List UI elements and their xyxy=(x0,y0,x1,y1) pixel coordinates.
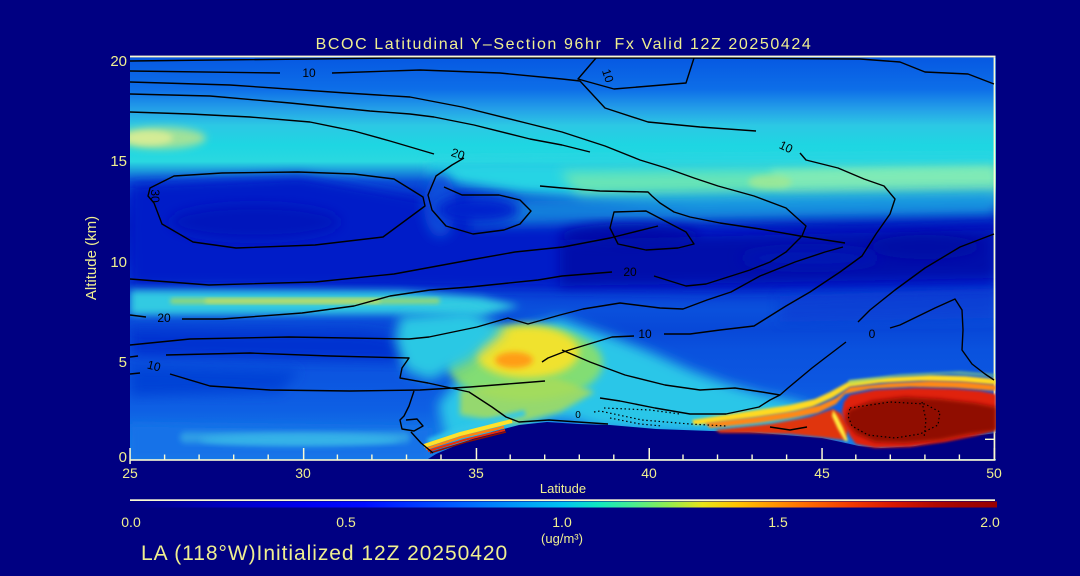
svg-text:Latitude: Latitude xyxy=(540,481,586,496)
svg-text:1.0: 1.0 xyxy=(552,514,572,530)
svg-text:0.5: 0.5 xyxy=(336,514,356,530)
svg-text:(ug/m³): (ug/m³) xyxy=(541,531,583,546)
svg-text:10: 10 xyxy=(146,358,163,375)
svg-text:LA (118°W)Initialized 12Z 2025: LA (118°W)Initialized 12Z 20250420 xyxy=(141,542,508,565)
svg-text:0: 0 xyxy=(869,327,876,341)
svg-text:30: 30 xyxy=(295,465,311,481)
svg-text:20: 20 xyxy=(157,311,171,325)
svg-text:0: 0 xyxy=(575,410,581,421)
svg-text:20: 20 xyxy=(623,265,637,279)
svg-text:0: 0 xyxy=(119,449,127,466)
svg-text:10: 10 xyxy=(777,138,795,156)
svg-text:15: 15 xyxy=(110,153,127,170)
svg-text:10: 10 xyxy=(599,67,617,84)
svg-text:20: 20 xyxy=(110,53,127,70)
svg-text:0.0: 0.0 xyxy=(121,514,141,530)
svg-text:20: 20 xyxy=(449,145,466,163)
svg-text:25: 25 xyxy=(122,465,138,481)
svg-text:50: 50 xyxy=(986,465,1002,481)
svg-text:45: 45 xyxy=(814,465,830,481)
svg-text:Altitude (km): Altitude (km) xyxy=(83,216,100,300)
svg-text:30: 30 xyxy=(148,189,162,203)
svg-text:BCOC Latitudinal Y–Section 96h: BCOC Latitudinal Y–Section 96hr Fx Valid… xyxy=(316,36,813,53)
svg-text:40: 40 xyxy=(641,465,657,481)
svg-text:10: 10 xyxy=(302,66,316,80)
svg-text:5: 5 xyxy=(119,354,127,371)
svg-text:1.5: 1.5 xyxy=(768,514,788,530)
svg-text:10: 10 xyxy=(110,254,127,271)
svg-text:2.0: 2.0 xyxy=(980,514,1000,530)
svg-text:10: 10 xyxy=(638,327,652,341)
svg-text:35: 35 xyxy=(468,465,484,481)
